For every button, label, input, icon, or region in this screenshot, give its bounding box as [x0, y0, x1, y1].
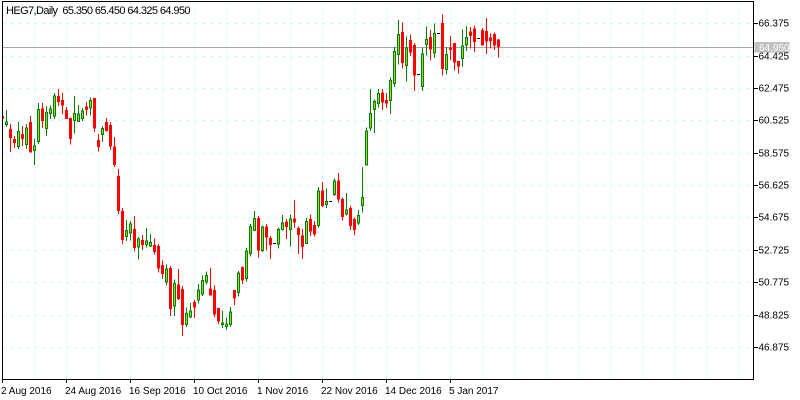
svg-text:46.875: 46.875: [759, 343, 790, 354]
svg-text:2 Aug 2016: 2 Aug 2016: [1, 386, 52, 397]
svg-text:50.775: 50.775: [759, 278, 790, 289]
svg-text:24 Aug 2016: 24 Aug 2016: [65, 386, 122, 397]
svg-text:HEG7,Daily 65.350 65.450 64.3: HEG7,Daily 65.350 65.450 64.325 64.950: [6, 5, 190, 17]
svg-text:14 Dec 2016: 14 Dec 2016: [385, 386, 442, 397]
svg-text:66.375: 66.375: [759, 19, 790, 30]
svg-text:58.575: 58.575: [759, 149, 790, 160]
svg-text:5 Jan 2017: 5 Jan 2017: [449, 386, 499, 397]
svg-text:52.725: 52.725: [759, 246, 790, 257]
svg-text:1 Nov 2016: 1 Nov 2016: [257, 386, 309, 397]
svg-text:48.825: 48.825: [759, 311, 790, 322]
svg-text:64.425: 64.425: [759, 52, 790, 63]
svg-text:62.475: 62.475: [759, 84, 790, 95]
svg-text:60.525: 60.525: [759, 116, 790, 127]
svg-text:64.950: 64.950: [759, 43, 790, 54]
svg-text:10 Oct 2016: 10 Oct 2016: [193, 386, 248, 397]
svg-text:16 Sep 2016: 16 Sep 2016: [129, 386, 186, 397]
svg-text:54.675: 54.675: [759, 213, 790, 224]
svg-text:22 Nov 2016: 22 Nov 2016: [321, 386, 378, 397]
svg-text:56.625: 56.625: [759, 181, 790, 192]
